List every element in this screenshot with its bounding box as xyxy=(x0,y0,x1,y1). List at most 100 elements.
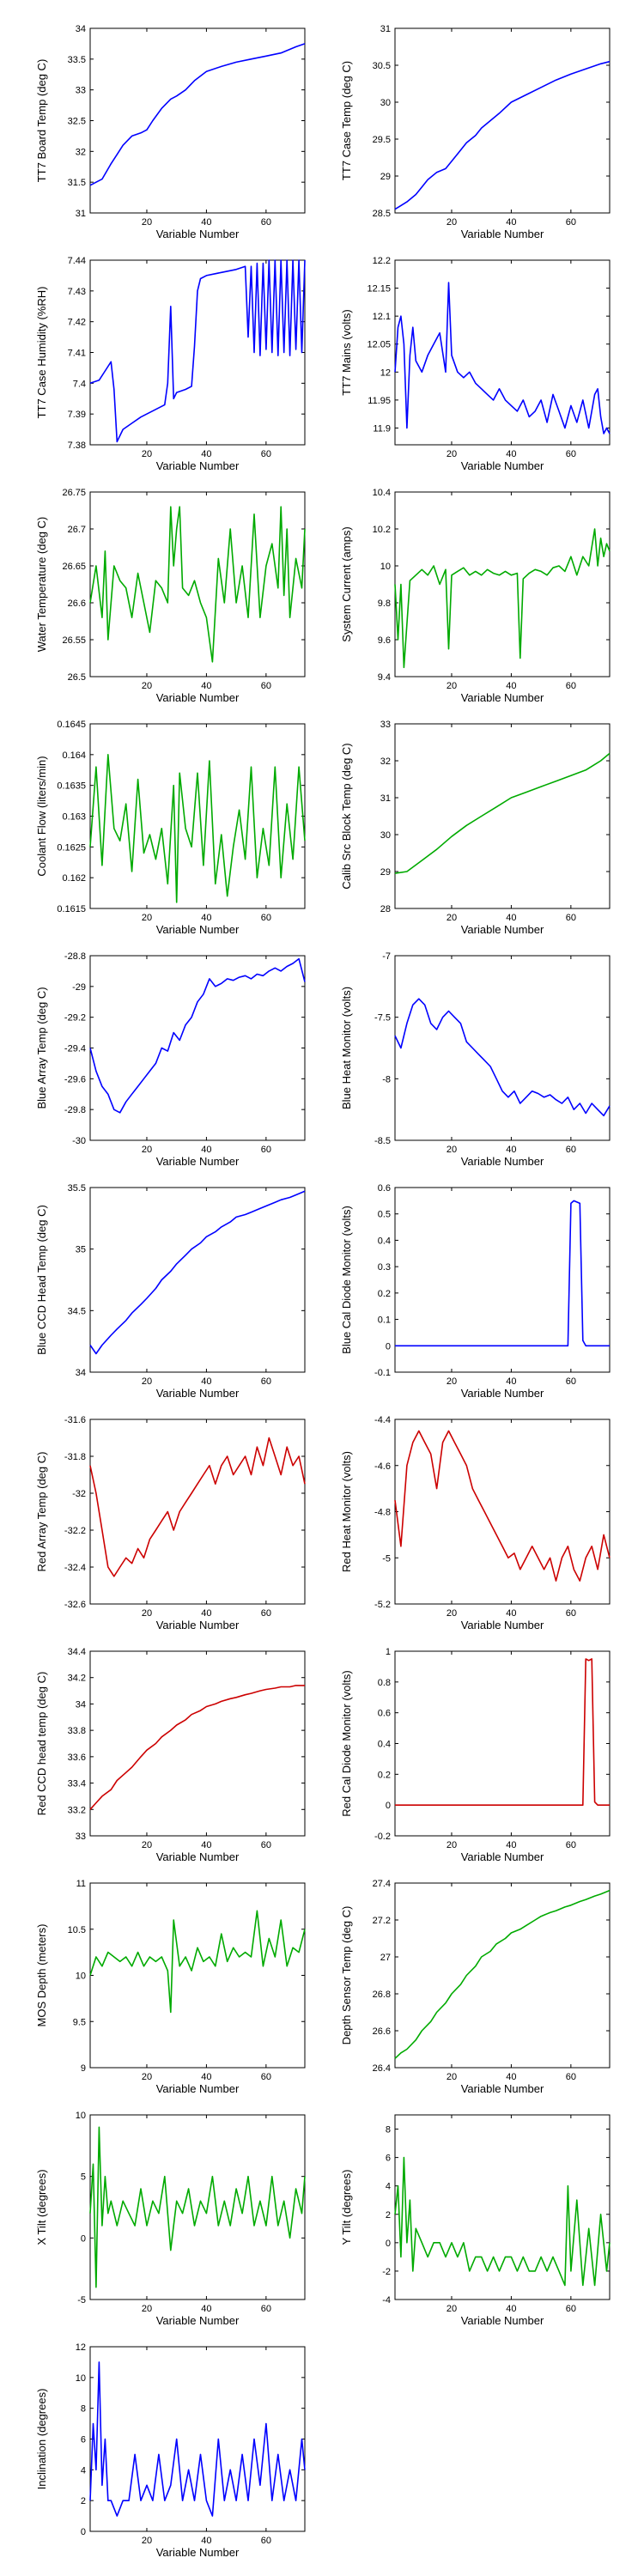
y-tick-label: 29 xyxy=(380,867,391,878)
y-axis-label: Depth Sensor Temp (deg C) xyxy=(340,1906,353,2045)
x-tick-label: 40 xyxy=(201,1145,211,1155)
chart-panel-16: 20 40 60 -0.2 0 0.2 0.4 0.6 0.8 1 Variable Number R… xyxy=(340,1647,611,1863)
y-tick-label: 0.164 xyxy=(62,750,86,761)
x-tick-label: 20 xyxy=(447,913,457,923)
y-tick-label: 30 xyxy=(380,830,391,841)
y-tick-label: 33.4 xyxy=(68,1779,86,1789)
x-axis-label: Variable Number xyxy=(461,2082,544,2095)
x-axis-label: Variable Number xyxy=(461,228,544,240)
y-tick-label: -29 xyxy=(72,982,86,993)
y-tick-label: 4 xyxy=(386,2182,391,2192)
y-tick-label: 9 xyxy=(81,2063,86,2074)
series-line xyxy=(89,753,306,903)
x-tick-label: 40 xyxy=(201,1608,211,1619)
x-tick-label: 60 xyxy=(261,1608,271,1619)
y-tick-label: 0.2 xyxy=(378,1289,391,1299)
x-tick-label: 60 xyxy=(566,2072,576,2082)
series-line xyxy=(89,259,306,443)
chart-panel-5: 20 40 60 26.5 26.55 26.6 26.65 26.7 26.75 Variabl… xyxy=(35,488,306,704)
y-tick-label: 33 xyxy=(76,86,86,96)
y-tick-label: 7.44 xyxy=(68,256,86,266)
y-tick-label: 9.6 xyxy=(378,635,391,646)
y-tick-label: 33.5 xyxy=(68,55,86,65)
y-tick-label: -8 xyxy=(382,1074,391,1084)
y-tick-label: 0.4 xyxy=(378,1236,391,1246)
x-tick-label: 20 xyxy=(142,1608,152,1619)
y-tick-label: -31.8 xyxy=(64,1452,86,1462)
y-tick-label: 0.2 xyxy=(378,1770,391,1780)
x-tick-label: 20 xyxy=(142,2072,152,2082)
series-line xyxy=(395,1658,610,1806)
x-tick-label: 60 xyxy=(566,1376,576,1387)
x-tick-label: 60 xyxy=(261,1376,271,1387)
y-tick-label: -32.2 xyxy=(64,1526,86,1536)
y-tick-label: 30.5 xyxy=(373,61,391,71)
y-tick-label: -30 xyxy=(72,1136,86,1146)
chart-panel-3: 20 40 60 7.38 7.39 7.4 7.41 7.42 7.43 7.44 Variabl… xyxy=(35,256,306,472)
x-tick-label: 20 xyxy=(142,1840,152,1850)
x-tick-label: 40 xyxy=(201,2304,211,2314)
x-tick-label: 20 xyxy=(142,913,152,923)
x-tick-label: 60 xyxy=(566,681,576,691)
plot-area xyxy=(394,1650,611,1837)
y-tick-label: -29.2 xyxy=(64,1013,86,1024)
x-tick-label: 40 xyxy=(506,1145,516,1155)
y-tick-label: 10 xyxy=(76,1971,86,1982)
chart-panel-4: 20 40 60 11.9 11.95 12 12.05 12.1 12.15 12.2 Varia… xyxy=(340,256,611,472)
y-tick-label: 32.5 xyxy=(68,117,86,127)
y-tick-label: -7 xyxy=(382,951,391,962)
x-tick-label: 60 xyxy=(261,217,271,228)
y-tick-label: 8 xyxy=(81,2404,86,2415)
x-tick-label: 40 xyxy=(506,1840,516,1850)
plot-area xyxy=(89,27,306,214)
y-tick-label: -32.6 xyxy=(64,1600,86,1610)
x-tick-label: 40 xyxy=(506,217,516,228)
chart-panel-15: 20 40 60 33 33.2 33.4 33.6 33.8 34 34.2 34.4 Variab… xyxy=(35,1647,306,1863)
plot-area xyxy=(89,1187,306,1373)
y-tick-label: -0.1 xyxy=(374,1368,391,1378)
x-tick-label: 40 xyxy=(506,913,516,923)
y-tick-label: 12.2 xyxy=(373,256,391,266)
series-line xyxy=(395,1200,610,1347)
y-tick-label: -5 xyxy=(77,2295,86,2306)
y-tick-label: 0 xyxy=(386,1341,391,1352)
x-axis-label: Variable Number xyxy=(156,923,240,936)
y-tick-label: 9.5 xyxy=(73,2017,86,2027)
chart-panel-9: 20 40 60 -30 -29.8 -29.6 -29.4 -29.2 -29 -28.8 Var… xyxy=(35,951,306,1168)
x-tick-label: 20 xyxy=(142,2304,152,2314)
series-line xyxy=(89,1190,306,1355)
y-axis-label: Blue CCD Head Temp (deg C) xyxy=(35,1205,48,1355)
y-tick-label: 7.39 xyxy=(68,410,86,420)
x-axis-label: Variable Number xyxy=(461,1155,544,1168)
series-line xyxy=(89,1685,305,1810)
y-tick-label: 11.95 xyxy=(368,396,391,406)
y-tick-label: 31 xyxy=(380,793,391,804)
x-tick-label: 20 xyxy=(447,681,457,691)
x-tick-label: 20 xyxy=(142,681,152,691)
y-tick-label: -5 xyxy=(382,1553,391,1564)
y-tick-label: 0 xyxy=(81,2233,86,2244)
y-tick-label: 28 xyxy=(380,904,391,914)
y-axis-label: Water Temperature (deg C) xyxy=(35,517,48,653)
y-tick-label: -29.6 xyxy=(64,1074,86,1084)
x-tick-label: 20 xyxy=(142,1145,152,1155)
y-tick-label: 0.8 xyxy=(378,1678,391,1688)
x-tick-label: 40 xyxy=(506,2304,516,2314)
x-tick-label: 40 xyxy=(506,681,516,691)
x-axis-label: Variable Number xyxy=(156,459,240,472)
y-tick-label: 26.6 xyxy=(68,598,86,609)
x-tick-label: 40 xyxy=(506,1376,516,1387)
y-tick-label: 31 xyxy=(76,209,86,219)
y-tick-label: 6 xyxy=(81,2435,86,2445)
y-axis-label: TT7 Mains (volts) xyxy=(340,309,353,395)
x-tick-label: 20 xyxy=(447,2072,457,2082)
chart-panel-11: 20 40 60 34 34.5 35 35.5 Variable Number Blue CC… xyxy=(35,1183,306,1400)
y-tick-label: 10.2 xyxy=(373,525,391,535)
y-tick-label: 29 xyxy=(380,172,391,182)
y-tick-label: 35.5 xyxy=(68,1183,86,1194)
y-tick-label: -29.8 xyxy=(64,1105,86,1115)
y-tick-label: 31 xyxy=(380,24,391,34)
x-tick-label: 40 xyxy=(506,1608,516,1619)
y-tick-label: 0 xyxy=(386,2239,391,2249)
y-tick-label: 12.15 xyxy=(367,284,391,295)
